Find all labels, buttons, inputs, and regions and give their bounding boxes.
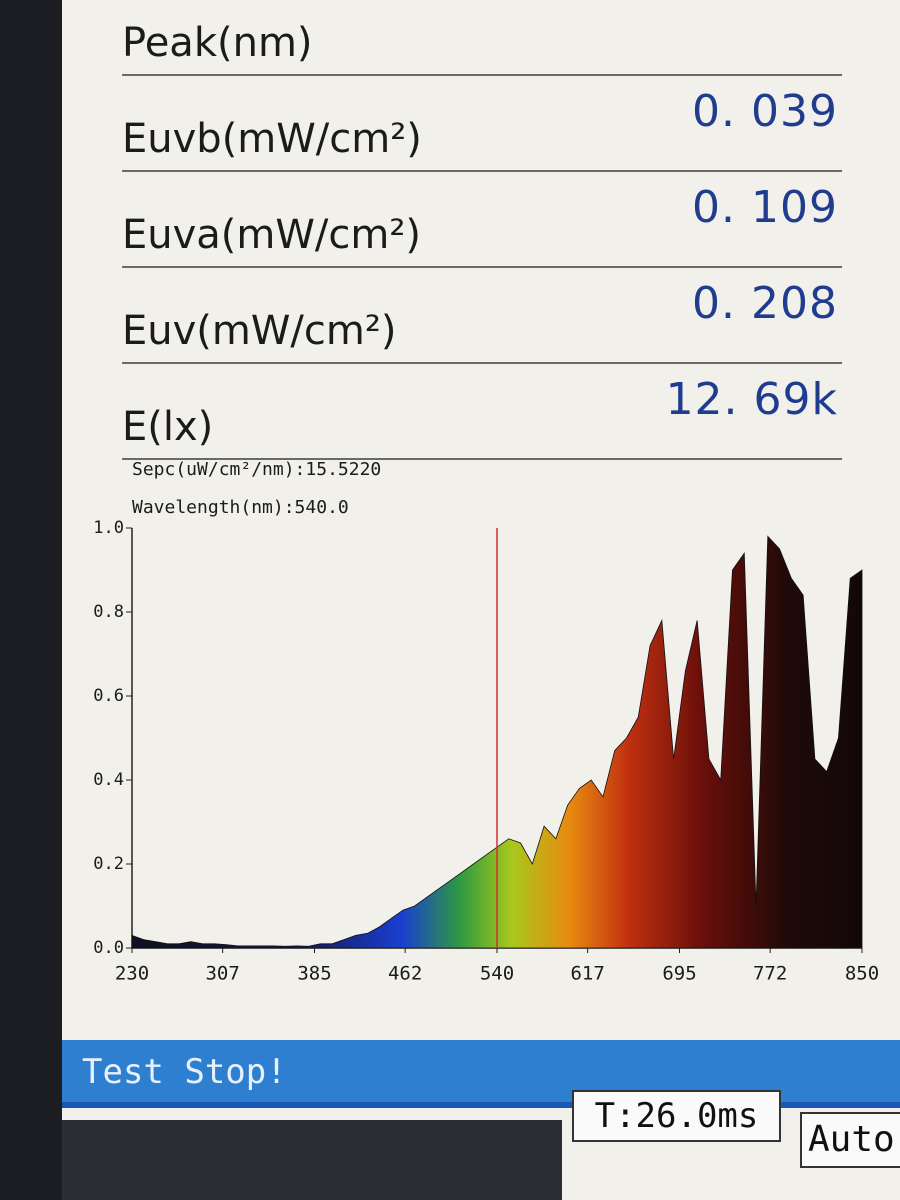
device-screen: Peak(nm) Euvb(mW/cm²) 0. 039 Euva(mW/cm²) 0.… (62, 0, 900, 1200)
reading-label: E(lx) (122, 404, 214, 450)
reading-label: Peak(nm) (122, 20, 313, 66)
reading-row: Euvb(mW/cm²) 0. 039 (122, 78, 842, 172)
status-message: Test Stop! (82, 1052, 287, 1092)
x-tick-label: 385 (297, 963, 331, 985)
spectrum-chart: Sepc(uW/cm²/nm):15.5220 Wavelength(nm):5… (93, 459, 879, 985)
reading-label: Euv(mW/cm²) (122, 308, 397, 354)
y-tick-label: 1.0 (93, 518, 124, 538)
x-tick-label: 462 (388, 963, 422, 985)
y-tick-label: 0.6 (93, 686, 124, 706)
reading-row: Euv(mW/cm²) 0. 208 (122, 270, 842, 364)
reading-value: 0. 208 (692, 278, 838, 329)
x-tick-label: 850 (845, 963, 879, 985)
integration-time: T:26.0ms (572, 1090, 781, 1142)
reading-label: Euva(mW/cm²) (122, 212, 422, 258)
mode-button[interactable]: Auto (800, 1112, 900, 1168)
x-tick-label: 230 (115, 963, 149, 985)
y-tick-label: 0.0 (93, 938, 124, 958)
x-tick-label: 307 (205, 963, 239, 985)
reading-value: 0. 039 (692, 86, 838, 137)
spectrum-area (131, 535, 863, 949)
toolbar (62, 1120, 562, 1200)
reading-label: Euvb(mW/cm²) (122, 116, 422, 162)
y-tick-label: 0.2 (93, 854, 124, 874)
reading-row: Peak(nm) (122, 0, 842, 76)
y-tick-label: 0.4 (93, 770, 124, 790)
wavelength-reading: Wavelength(nm):540.0 (132, 497, 349, 518)
x-tick-label: 540 (480, 963, 514, 985)
y-tick-label: 0.8 (93, 602, 124, 622)
reading-row: E(lx) 12. 69k (122, 366, 842, 460)
spectral-reading: Sepc(uW/cm²/nm):15.5220 (132, 459, 381, 480)
reading-value: 12. 69k (665, 374, 838, 425)
x-tick-label: 617 (570, 963, 604, 985)
reading-value: 0. 109 (692, 182, 838, 233)
x-tick-label: 772 (753, 963, 787, 985)
x-tick-label: 695 (662, 963, 696, 985)
reading-row: Euva(mW/cm²) 0. 109 (122, 174, 842, 268)
